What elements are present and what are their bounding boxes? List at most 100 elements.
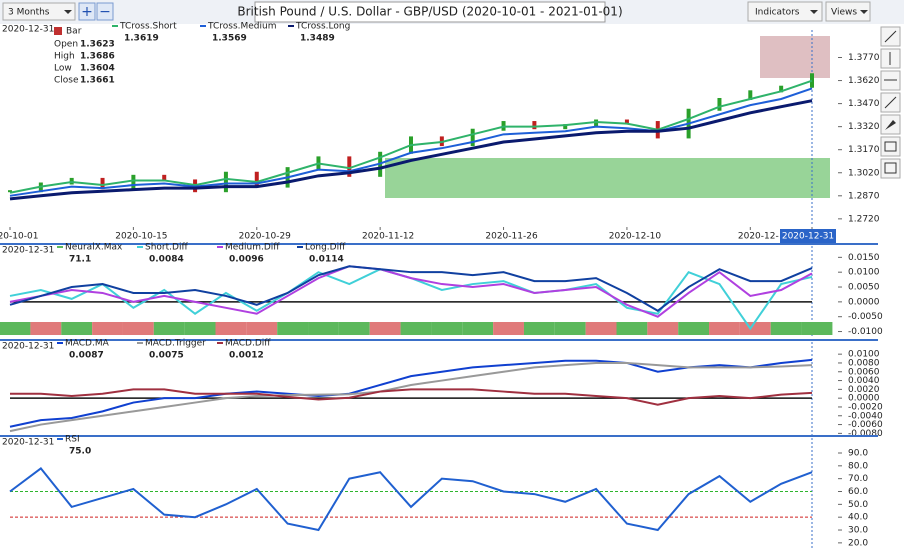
signal-block	[215, 322, 247, 335]
tool-rect[interactable]	[880, 136, 901, 157]
candle	[347, 156, 352, 177]
caret	[810, 10, 818, 14]
candle	[624, 119, 629, 124]
series-line	[9, 358, 813, 428]
signal-block	[184, 322, 216, 335]
signal-block	[616, 322, 648, 335]
x-tick-label: 2020-12-10	[609, 232, 662, 242]
series-line	[9, 361, 813, 433]
signal-block	[647, 322, 679, 335]
series-line	[9, 99, 813, 201]
candle	[563, 124, 568, 130]
views-button[interactable]	[825, 1, 871, 22]
signal-block	[493, 322, 524, 335]
tool-note[interactable]	[880, 158, 901, 179]
indicators-button[interactable]	[747, 1, 823, 22]
title-box	[254, 1, 606, 23]
y-tick-label: 0.0000	[848, 297, 880, 307]
y-tick-label: 0.0050	[848, 283, 880, 293]
panel-date: 2020-12-31	[2, 342, 54, 352]
signal-block	[585, 322, 617, 335]
ohlc-value: 1.3661	[80, 76, 115, 86]
candle	[779, 85, 784, 93]
legend-name: Medium.Diff	[225, 243, 280, 253]
legend-value: 0.0084	[149, 255, 184, 265]
target-zone	[760, 36, 830, 78]
y-tick-label: 0.0080	[848, 358, 880, 368]
panel-date: 2020-12-31	[2, 25, 54, 35]
signal-block	[739, 322, 771, 335]
zoom-out[interactable]	[96, 2, 114, 21]
legend-value: 71.1	[69, 255, 91, 265]
icon	[884, 96, 897, 109]
legend-name: Long.Diff	[305, 243, 346, 253]
candle	[8, 190, 12, 193]
legend-name: RSI	[65, 435, 80, 445]
icon	[885, 120, 896, 130]
series-line	[9, 87, 813, 197]
candle	[162, 174, 167, 182]
bar-icon	[54, 27, 62, 35]
legend-value: 0.0075	[149, 351, 184, 361]
signal-block	[369, 322, 401, 335]
crosshair-date-box	[780, 229, 836, 243]
y-tick-label: 80.0	[848, 461, 868, 471]
y-tick-label: 1.3770	[848, 53, 880, 63]
signal-block	[308, 322, 339, 335]
y-tick-label: 70.0	[848, 474, 868, 484]
signal-block	[246, 322, 278, 335]
candle	[100, 177, 105, 190]
y-tick-label: 0.0100	[848, 268, 880, 278]
series-line	[9, 265, 813, 318]
y-tick-label: 0.0150	[848, 253, 880, 263]
signal-block	[61, 322, 93, 335]
legend-value: 1.3619	[124, 34, 159, 44]
ohlc-value: 1.3686	[80, 52, 115, 62]
y-tick-label: 1.3170	[848, 145, 880, 155]
caret	[64, 10, 72, 14]
y-tick-label: -0.0100	[848, 327, 883, 337]
y-tick-label: 1.3620	[848, 76, 880, 86]
signal-block	[770, 322, 802, 335]
signal-block	[153, 322, 185, 335]
y-tick-label: 1.3320	[848, 122, 880, 132]
ohlc-value: 1.3604	[80, 64, 115, 74]
legend-name: MACD.Diff	[225, 339, 271, 349]
x-tick-label: 2020-11-12	[362, 232, 414, 242]
y-tick-label: 1.3470	[848, 99, 880, 109]
range-dropdown[interactable]	[2, 2, 76, 21]
signal-block	[523, 322, 555, 335]
legend-value: 1.3569	[212, 34, 247, 44]
signal-block	[30, 322, 62, 335]
signal-block	[277, 322, 309, 335]
y-tick-label: 0.0060	[848, 367, 880, 377]
candle	[254, 171, 259, 188]
x-tick-label: 2020-11-26	[485, 232, 538, 242]
signal-block	[338, 322, 370, 335]
x-tick-label: 2020-10-29	[239, 232, 292, 242]
ohlc-value: 1.3623	[80, 40, 115, 50]
x-tick-label: 20-10-01	[0, 232, 38, 242]
series-line	[9, 79, 813, 194]
zoom-in[interactable]	[78, 2, 96, 21]
candle	[717, 98, 722, 111]
ohlc-label: High	[54, 52, 75, 62]
y-tick-label: 1.3020	[848, 168, 880, 178]
series-line	[10, 388, 813, 406]
panel-date: 2020-12-31	[2, 438, 54, 448]
signal-block	[400, 322, 432, 335]
caret	[860, 10, 868, 14]
legend-name: TCross.Long	[295, 22, 350, 32]
ohlc-label: Low	[54, 64, 72, 74]
icon	[884, 162, 897, 174]
y-tick-label: -0.0050	[848, 312, 883, 322]
legend-name: TCross.Medium	[207, 22, 277, 32]
signal-block	[554, 322, 586, 335]
legend-value: 0.0114	[309, 255, 344, 265]
legend-value: 0.0012	[229, 351, 264, 361]
y-tick-label: -0.0040	[848, 411, 883, 421]
legend-name: NeuralX.Max	[65, 243, 123, 253]
candle	[223, 171, 228, 193]
candle	[748, 90, 753, 100]
